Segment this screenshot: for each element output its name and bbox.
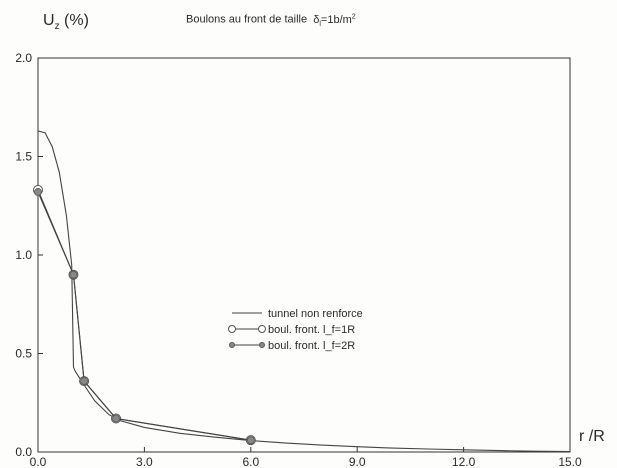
chart-title-main: Boulons au front de taille [186, 13, 308, 26]
y-axis-label: Uz (%) [43, 12, 89, 32]
x-tick-label-1: 3.0 [136, 455, 153, 468]
series-2-point-0 [34, 188, 42, 196]
legend-label-2: boul. front. l_f=2R [268, 340, 355, 352]
series-line-1 [37, 189, 251, 441]
series-2-point-3 [112, 414, 120, 423]
chart-title: Boulons au front de taille δl=1b/m2 [186, 13, 356, 28]
y-axis-label-sub: z [54, 21, 60, 33]
x-tick-label-0: 0.0 [30, 455, 47, 468]
legend-marker-1-b [258, 325, 266, 333]
legend-label-0: tunnel non renforce [268, 308, 363, 320]
legend-marker-2-a [229, 342, 235, 348]
y-tick-label-1: 0.5 [15, 347, 32, 361]
y-tick-label-2: 1.0 [15, 248, 32, 262]
y-tick-label-4: 2.0 [15, 51, 32, 65]
chart-title-delta: δl=1b/m2 [313, 13, 356, 28]
legend-marker-2-b [259, 342, 265, 348]
series-2-point-4 [246, 436, 255, 445]
legend-marker-1-a [228, 325, 236, 333]
y-tick-label-0: 0.0 [15, 445, 32, 459]
x-tick-label-3: 9.0 [349, 455, 366, 468]
plot-frame [37, 57, 571, 453]
x-axis-label: r /R [579, 428, 605, 445]
series-line-0 [37, 130, 571, 453]
x-tick-label-5: 15.0 [558, 455, 582, 468]
legend-label-1: boul. front. l_f=1R [268, 324, 355, 336]
x-tick-label-4: 12.0 [452, 455, 476, 468]
series-line-2 [37, 191, 251, 441]
y-axis-label-unit: (%) [64, 12, 89, 29]
series-2-point-2 [80, 377, 89, 385]
y-tick-label-3: 1.5 [15, 150, 32, 164]
y-axis-label-u: U [43, 12, 55, 29]
series-2-point-1 [69, 270, 78, 279]
x-tick-label-2: 6.0 [242, 455, 259, 468]
